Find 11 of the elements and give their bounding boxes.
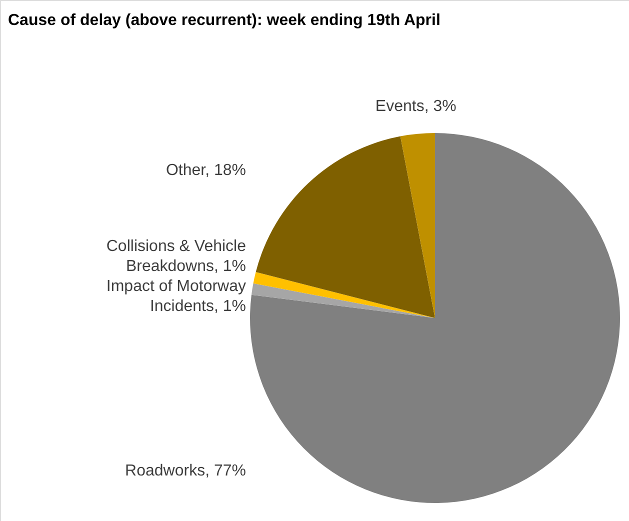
pie-slice: [251, 283, 435, 318]
slice-label: Events, 3%: [375, 98, 456, 115]
slice-label: Roadworks, 77%: [125, 462, 246, 480]
pie-slice: [400, 133, 435, 318]
pie-slice: [250, 133, 620, 503]
slice-label: Impact of Motorway Incidents, 1%: [106, 278, 246, 316]
pie-slice: [253, 272, 435, 318]
pie-slice: [256, 136, 435, 318]
chart-title: Cause of delay (above recurrent): week ending 19th April: [8, 12, 440, 29]
slice-label: Other, 18%: [166, 162, 246, 180]
slice-label: Collisions & Vehicle Breakdowns, 1%: [106, 238, 246, 276]
